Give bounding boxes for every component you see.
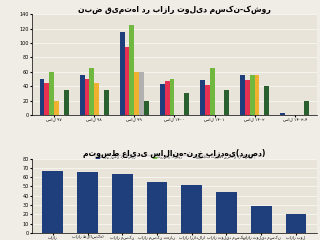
Bar	[181, 185, 202, 233]
Bar	[80, 75, 84, 115]
Bar	[160, 84, 165, 115]
Bar	[216, 192, 237, 233]
Bar	[245, 80, 250, 115]
Bar	[54, 101, 59, 115]
Bar	[250, 75, 255, 115]
Bar	[240, 75, 245, 115]
Bar	[147, 182, 167, 233]
Bar	[94, 83, 99, 115]
Bar	[264, 86, 269, 115]
Bar	[210, 68, 214, 115]
Bar	[89, 68, 94, 115]
Bar	[64, 90, 68, 115]
Bar	[200, 80, 205, 115]
Bar	[49, 72, 54, 115]
Bar	[112, 174, 133, 233]
Bar	[130, 25, 134, 115]
Bar	[134, 72, 139, 115]
Bar	[165, 81, 170, 115]
Bar	[125, 47, 130, 115]
Bar	[104, 90, 108, 115]
Bar	[77, 173, 98, 233]
Title: نبض قیمت‌ها در بازار تولید مسکن-کشور: نبض قیمت‌ها در بازار تولید مسکن-کشور	[78, 5, 271, 14]
Bar	[255, 75, 260, 115]
Bar	[285, 214, 306, 233]
Bar	[44, 83, 49, 115]
Bar	[120, 32, 125, 115]
Bar	[184, 93, 189, 115]
Bar	[144, 101, 149, 115]
Title: متوسط عایدی سالانه-نرخ بازدهی(درصد): متوسط عایدی سالانه-نرخ بازدهی(درصد)	[83, 149, 266, 158]
Bar	[139, 72, 144, 115]
Bar	[304, 101, 309, 115]
Bar	[43, 171, 63, 233]
Bar	[205, 85, 210, 115]
Bar	[84, 79, 89, 115]
Legend: تورم زمین در کشور, تورم تولید مسکن در کشور, تورم در کشور, تورم مسکن در تهران, عا: تورم زمین در کشور, تورم تولید مسکن در کش…	[95, 155, 254, 167]
Bar	[224, 90, 229, 115]
Bar	[251, 206, 272, 233]
Bar	[170, 79, 174, 115]
Bar	[280, 114, 285, 115]
Bar	[40, 79, 44, 115]
